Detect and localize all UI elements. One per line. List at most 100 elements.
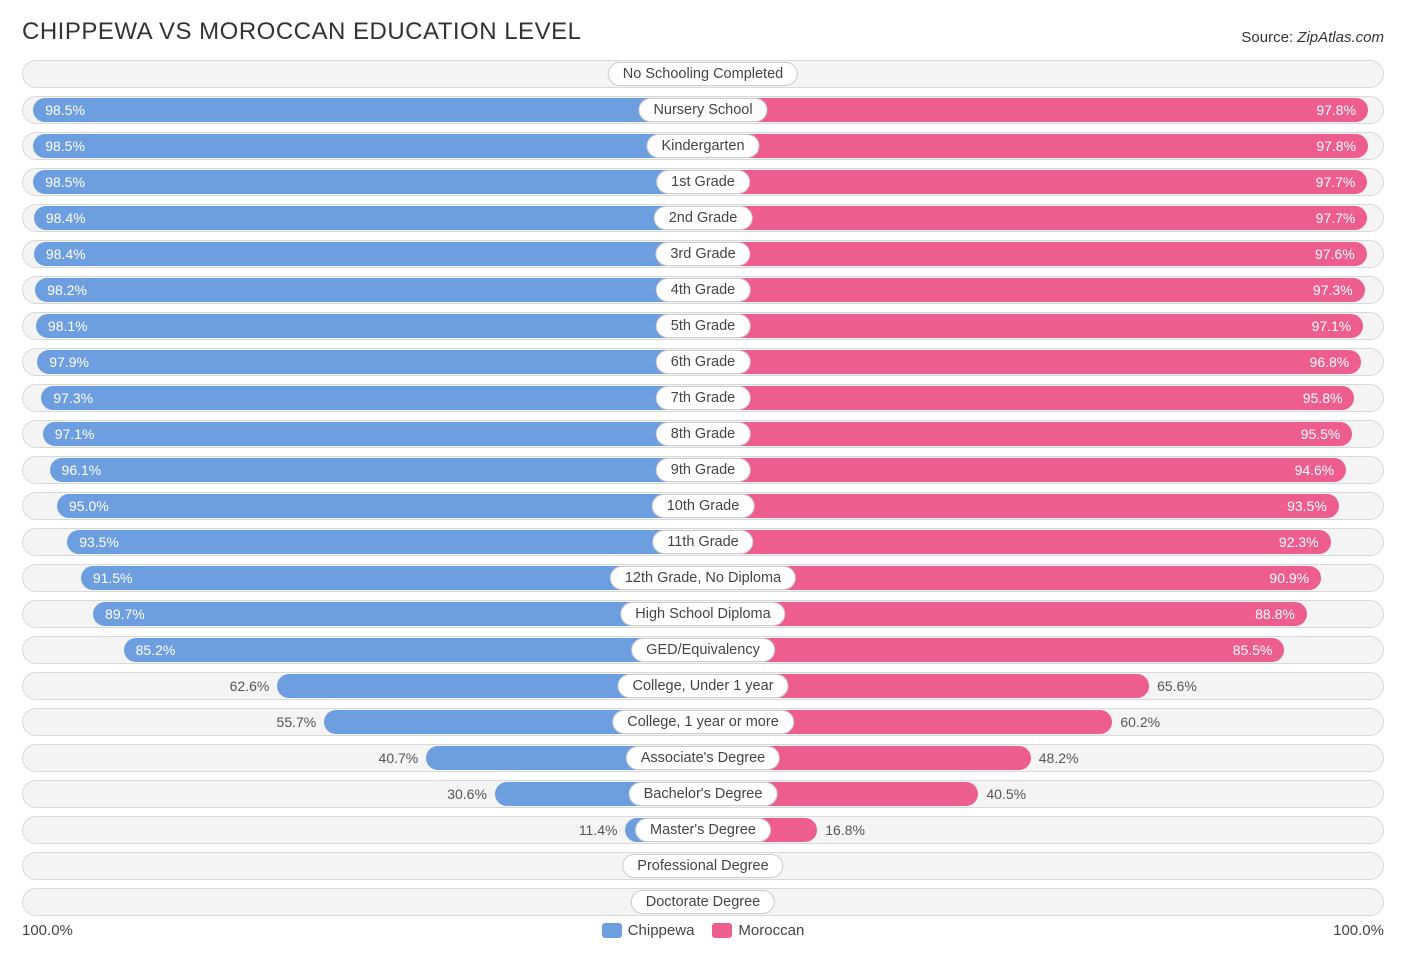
chart-row: 98.5% 97.8% Kindergarten xyxy=(22,132,1384,160)
pct-right: 90.9% xyxy=(1269,570,1309,586)
bar-right: 93.5% xyxy=(703,494,1339,518)
bar-left: 98.2% xyxy=(35,278,703,302)
category-label: 7th Grade xyxy=(656,386,751,410)
bar-right: 95.8% xyxy=(703,386,1354,410)
pct-left: 98.4% xyxy=(46,210,86,226)
chart-row: 96.1%94.6%9th Grade xyxy=(22,456,1384,484)
chart-row: 95.0%93.5%10th Grade xyxy=(22,492,1384,520)
bar-right: 96.8% xyxy=(703,350,1361,374)
chart-row: 97.3% 95.8% 7th Grade xyxy=(22,384,1384,412)
chart-row: 93.5% 92.3% 11th Grade xyxy=(22,528,1384,556)
category-label: Professional Degree xyxy=(622,854,783,878)
bar-left: 93.5% xyxy=(67,530,703,554)
bar-right: 97.7% xyxy=(703,206,1367,230)
pct-right: 97.8% xyxy=(1316,102,1356,118)
bar-left: 98.1% xyxy=(36,314,703,338)
pct-left: 97.3% xyxy=(53,390,93,406)
chart-row: 98.4% 97.7% 2nd Grade xyxy=(22,204,1384,232)
pct-right: 97.8% xyxy=(1316,138,1356,154)
pct-right: 92.3% xyxy=(1279,534,1319,550)
pct-right: 97.3% xyxy=(1313,282,1353,298)
category-label: College, Under 1 year xyxy=(617,674,788,698)
pct-left: 40.7% xyxy=(379,745,419,771)
pct-left: 11.4% xyxy=(579,817,618,843)
bar-right: 92.3% xyxy=(703,530,1331,554)
source-value: ZipAtlas.com xyxy=(1297,29,1384,46)
legend-swatch-left xyxy=(602,923,622,938)
source-attribution: Source: ZipAtlas.com xyxy=(1241,29,1384,46)
category-label: Bachelor's Degree xyxy=(629,782,778,806)
chart-header: CHIPPEWA VS MOROCCAN EDUCATION LEVEL Sou… xyxy=(22,18,1384,46)
category-label: 1st Grade xyxy=(656,170,750,194)
chart-row: 98.1% 97.1% 5th Grade xyxy=(22,312,1384,340)
pct-left: 98.1% xyxy=(48,318,88,334)
category-label: 9th Grade xyxy=(656,458,751,482)
chart-rows: 1.6%2.2%No Schooling Completed98.5%97.8%… xyxy=(22,60,1384,916)
category-label: Nursery School xyxy=(638,98,767,122)
chart-row: 1.5%2.0%Doctorate Degree xyxy=(22,888,1384,916)
legend: Chippewa Moroccan xyxy=(602,922,805,939)
category-label: High School Diploma xyxy=(620,602,785,626)
category-label: 2nd Grade xyxy=(654,206,753,230)
category-label: 12th Grade, No Diploma xyxy=(610,566,796,590)
category-label: Associate's Degree xyxy=(626,746,780,770)
pct-right: 48.2% xyxy=(1039,745,1079,771)
pct-left: 98.2% xyxy=(47,282,87,298)
legend-swatch-right xyxy=(712,923,732,938)
chart-row: 91.5% 90.9% 12th Grade, No Diploma xyxy=(22,564,1384,592)
category-label: 6th Grade xyxy=(656,350,751,374)
pct-right: 97.1% xyxy=(1312,318,1352,334)
legend-label-left: Chippewa xyxy=(628,922,695,939)
pct-left: 62.6% xyxy=(230,673,270,699)
bar-left: 85.2% xyxy=(124,638,703,662)
bar-right: 88.8% xyxy=(703,602,1307,626)
category-label: Master's Degree xyxy=(635,818,771,842)
category-label: College, 1 year or more xyxy=(612,710,794,734)
bar-right: 94.6% xyxy=(703,458,1346,482)
pct-left: 91.5% xyxy=(93,570,133,586)
pct-right: 97.7% xyxy=(1316,210,1356,226)
category-label: 5th Grade xyxy=(656,314,751,338)
pct-left: 93.5% xyxy=(79,534,119,550)
chart-row: 97.9% 96.8% 6th Grade xyxy=(22,348,1384,376)
pct-right: 95.8% xyxy=(1303,390,1343,406)
category-label: 11th Grade xyxy=(652,530,753,554)
pct-right: 93.5% xyxy=(1287,498,1327,514)
pct-right: 60.2% xyxy=(1120,709,1160,735)
bar-left: 97.3% xyxy=(41,386,703,410)
pct-left: 30.6% xyxy=(447,781,487,807)
bar-right: 97.7% xyxy=(703,170,1367,194)
category-label: Kindergarten xyxy=(646,134,759,158)
bar-right: 85.5% xyxy=(703,638,1284,662)
pct-left: 89.7% xyxy=(105,606,145,622)
chart-row: 30.6% 40.5% Bachelor's Degree xyxy=(22,780,1384,808)
pct-left: 55.7% xyxy=(277,709,317,735)
pct-right: 65.6% xyxy=(1157,673,1197,699)
legend-item-right: Moroccan xyxy=(712,922,804,939)
chart-row: 11.4%16.8%Master's Degree xyxy=(22,816,1384,844)
pct-right: 40.5% xyxy=(986,781,1026,807)
pct-left: 97.1% xyxy=(55,426,95,442)
bar-left: 98.5% xyxy=(33,98,703,122)
pct-right: 85.5% xyxy=(1233,642,1273,658)
chart-row: 98.5%97.7%1st Grade xyxy=(22,168,1384,196)
bar-left: 95.0% xyxy=(57,494,703,518)
chart-row: 3.5%5.0%Professional Degree xyxy=(22,852,1384,880)
bar-left: 96.1% xyxy=(50,458,703,482)
chart-row: 62.6% 65.6% College, Under 1 year xyxy=(22,672,1384,700)
source-label: Source: xyxy=(1241,29,1293,46)
chart-title: CHIPPEWA VS MOROCCAN EDUCATION LEVEL xyxy=(22,18,581,46)
axis-right-max: 100.0% xyxy=(1333,922,1384,939)
category-label: 4th Grade xyxy=(656,278,751,302)
pct-left: 85.2% xyxy=(136,642,176,658)
bar-left: 98.4% xyxy=(34,206,703,230)
pct-right: 96.8% xyxy=(1310,354,1350,370)
category-label: No Schooling Completed xyxy=(608,62,798,86)
pct-left: 97.9% xyxy=(49,354,89,370)
chart-row: 85.2%85.5%GED/Equivalency xyxy=(22,636,1384,664)
pct-left: 98.5% xyxy=(45,138,85,154)
bar-right: 97.3% xyxy=(703,278,1365,302)
chart-row: 40.7% 48.2% Associate's Degree xyxy=(22,744,1384,772)
legend-label-right: Moroccan xyxy=(738,922,804,939)
category-label: 3rd Grade xyxy=(655,242,750,266)
